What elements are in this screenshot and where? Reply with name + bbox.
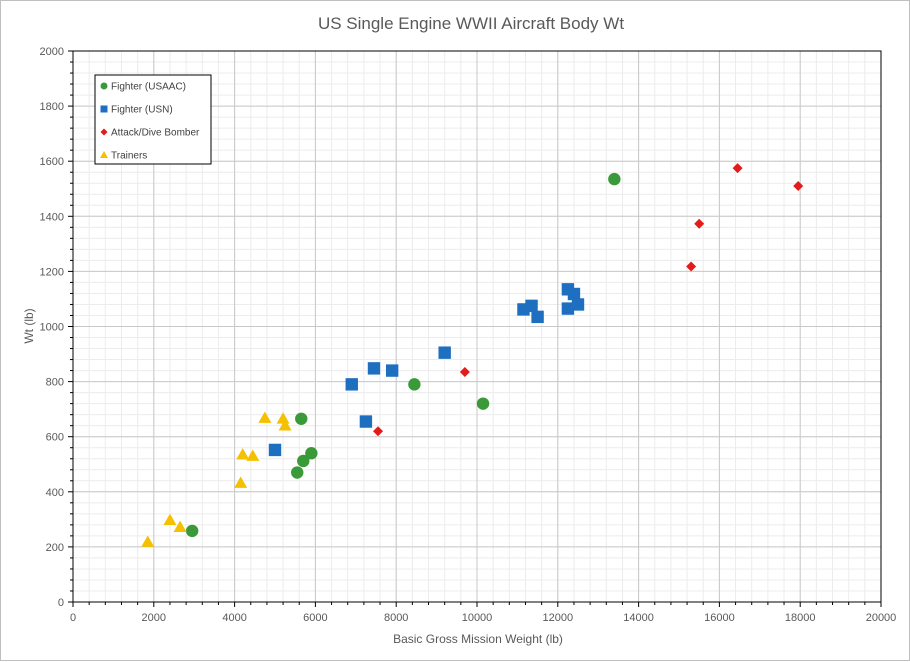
x-axis-tick-labels: 0 2000 4000 6000 8000 10000 12000 14000 16000 180… bbox=[70, 612, 896, 624]
y-tick-label: 1400 bbox=[40, 211, 64, 223]
legend-marker-fighter-usaac bbox=[100, 82, 108, 90]
point-attack-dive-bomber bbox=[793, 180, 804, 191]
legend-item-fighter-usn: Fighter (USN) bbox=[100, 105, 173, 116]
x-tick-label: 16000 bbox=[704, 612, 735, 624]
major-gridlines bbox=[73, 51, 881, 602]
point-fighter-usaac bbox=[297, 454, 310, 468]
y-axis-label: Wt (lb) bbox=[22, 308, 36, 343]
y-tick-label: 200 bbox=[46, 542, 64, 554]
x-axis-ticks bbox=[72, 602, 882, 607]
point-fighter-usn bbox=[531, 310, 544, 324]
point-trainers bbox=[246, 449, 260, 461]
point-attack-dive-bomber bbox=[732, 163, 743, 174]
x-tick-label: 6000 bbox=[303, 612, 327, 624]
x-tick-label: 14000 bbox=[623, 612, 654, 624]
point-fighter-usn bbox=[561, 302, 575, 315]
point-trainers bbox=[236, 448, 250, 460]
y-tick-label: 2000 bbox=[40, 46, 64, 58]
x-tick-label: 20000 bbox=[866, 612, 897, 624]
point-fighter-usaac bbox=[408, 378, 421, 391]
x-tick-label: 18000 bbox=[785, 612, 816, 624]
y-tick-label: 800 bbox=[46, 377, 64, 389]
x-tick-label: 8000 bbox=[384, 612, 408, 624]
point-fighter-usn bbox=[345, 378, 358, 391]
point-fighter-usaac bbox=[608, 172, 621, 186]
point-fighter-usn bbox=[571, 298, 585, 311]
data-points bbox=[141, 163, 804, 547]
legend-label: Fighter (USN) bbox=[111, 105, 173, 116]
point-attack-dive-bomber bbox=[694, 218, 705, 229]
legend-item-fighter-usaac: Fighter (USAAC) bbox=[100, 82, 186, 93]
legend-item-trainers: Trainers bbox=[100, 151, 147, 162]
point-trainers bbox=[258, 411, 272, 423]
x-tick-label: 0 bbox=[70, 612, 76, 624]
point-fighter-usn bbox=[567, 287, 581, 301]
point-trainers bbox=[278, 419, 292, 431]
y-tick-label: 1600 bbox=[40, 156, 64, 168]
point-attack-dive-bomber bbox=[459, 366, 470, 377]
chart-title: US Single Engine WWII Aircraft Body Wt bbox=[318, 14, 624, 33]
y-tick-label: 1800 bbox=[40, 101, 64, 113]
legend-marker-fighter-usn bbox=[100, 105, 108, 113]
x-tick-label: 10000 bbox=[462, 612, 493, 624]
point-attack-dive-bomber bbox=[686, 261, 697, 272]
point-fighter-usaac bbox=[305, 447, 318, 460]
point-fighter-usaac bbox=[476, 397, 490, 410]
point-fighter-usn bbox=[438, 346, 451, 359]
point-attack-dive-bomber bbox=[373, 426, 384, 437]
legend-label: Trainers bbox=[111, 151, 147, 162]
point-fighter-usn bbox=[525, 299, 538, 313]
x-tick-label: 2000 bbox=[142, 612, 166, 624]
y-tick-label: 0 bbox=[58, 597, 64, 609]
x-tick-label: 4000 bbox=[222, 612, 246, 624]
y-tick-label: 600 bbox=[46, 432, 64, 444]
legend-item-attack-dive-bomber: Attack/Dive Bomber bbox=[100, 128, 200, 139]
y-tick-label: 1200 bbox=[40, 266, 64, 278]
point-fighter-usn bbox=[385, 364, 399, 377]
point-trainers bbox=[276, 412, 290, 424]
point-fighter-usn bbox=[367, 362, 381, 375]
legend-box bbox=[94, 74, 212, 165]
x-tick-label: 12000 bbox=[543, 612, 574, 624]
x-axis-label: Basic Gross Mission Weight (lb) bbox=[393, 632, 563, 646]
point-fighter-usn bbox=[268, 443, 282, 457]
legend: Fighter (USAAC) Fighter (USN) Attack/Dive … bbox=[94, 74, 212, 165]
point-fighter-usaac bbox=[185, 524, 199, 538]
legend-label: Fighter (USAAC) bbox=[111, 82, 186, 93]
point-fighter-usaac bbox=[295, 412, 308, 425]
legend-label: Attack/Dive Bomber bbox=[111, 128, 200, 139]
legend-marker-trainers bbox=[100, 151, 108, 158]
point-trainers bbox=[234, 476, 248, 488]
point-fighter-usn bbox=[359, 415, 373, 428]
y-tick-label: 1000 bbox=[40, 322, 64, 334]
y-axis-tick-labels: 0 200 400 600 800 1000 1200 1400 1600 1800 2000 bbox=[40, 46, 64, 609]
legend-marker-attack-dive-bomber bbox=[100, 128, 108, 136]
y-axis-ticks bbox=[68, 50, 73, 603]
y-tick-label: 400 bbox=[46, 487, 64, 499]
point-trainers bbox=[163, 513, 177, 526]
point-fighter-usaac bbox=[291, 466, 304, 479]
point-trainers bbox=[141, 535, 155, 547]
point-trainers bbox=[173, 520, 187, 532]
